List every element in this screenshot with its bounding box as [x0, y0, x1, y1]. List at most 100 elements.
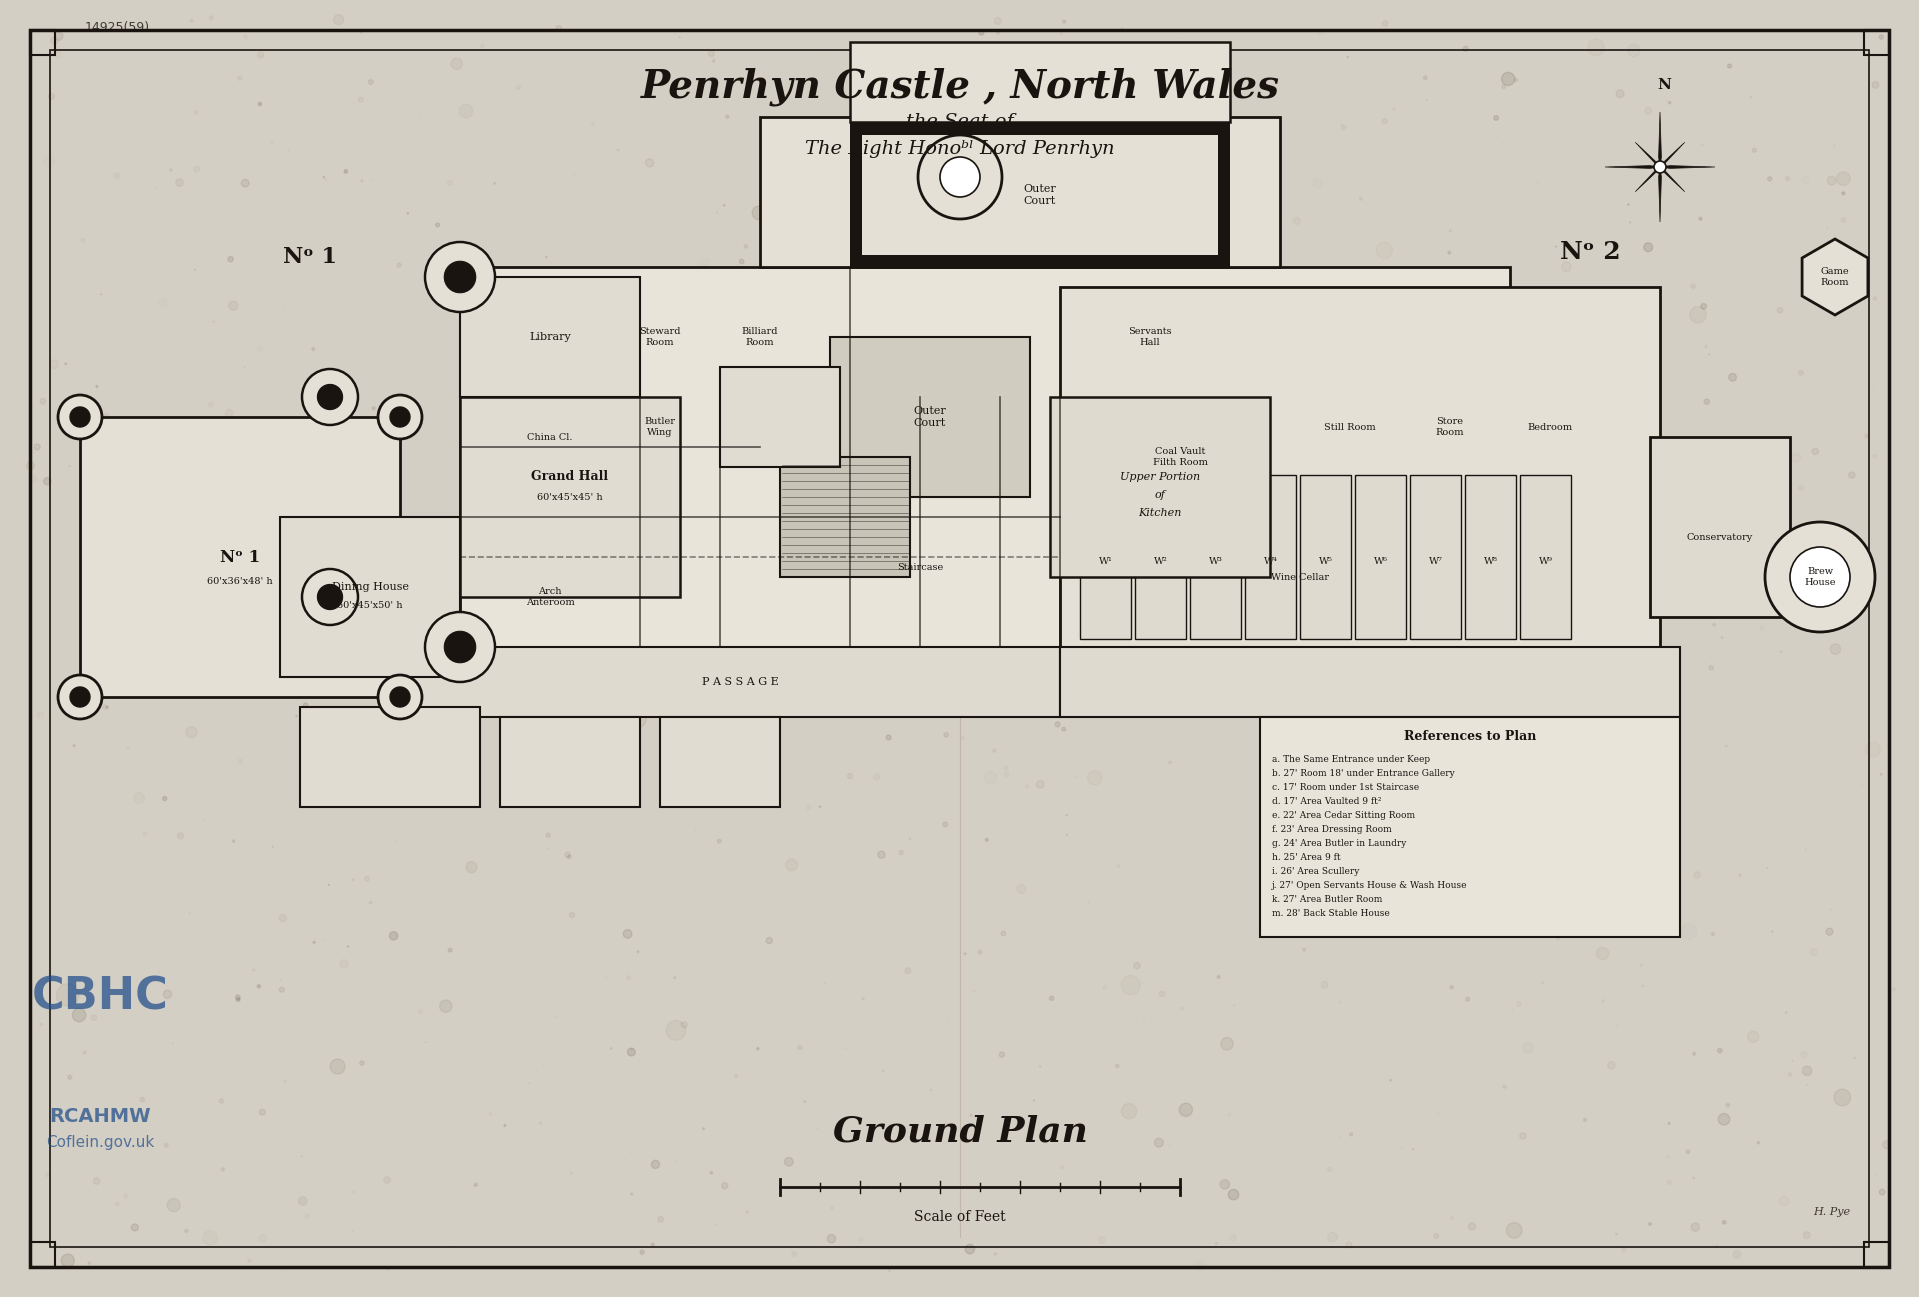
Bar — [1219, 135, 1230, 256]
Circle shape — [466, 861, 478, 873]
Circle shape — [996, 31, 1000, 34]
Circle shape — [1278, 617, 1290, 629]
Circle shape — [1622, 1248, 1625, 1253]
Circle shape — [910, 231, 912, 233]
Circle shape — [530, 704, 532, 707]
Circle shape — [1881, 773, 1883, 776]
Text: W³: W³ — [1209, 556, 1222, 565]
Text: a. The Same Entrance under Keep: a. The Same Entrance under Keep — [1272, 755, 1430, 764]
Circle shape — [104, 564, 106, 567]
Circle shape — [789, 245, 794, 249]
Bar — [81, 418, 399, 696]
Text: Nᵒ 1: Nᵒ 1 — [282, 246, 338, 268]
Bar — [850, 256, 1230, 267]
Text: Billiard
Room: Billiard Room — [743, 327, 779, 346]
Circle shape — [977, 656, 986, 665]
Circle shape — [628, 975, 631, 979]
Circle shape — [1176, 169, 1180, 171]
Circle shape — [1691, 306, 1706, 323]
Bar — [461, 397, 679, 597]
Circle shape — [1704, 399, 1710, 405]
Text: Penrhyn Castle , North Wales: Penrhyn Castle , North Wales — [641, 67, 1280, 106]
Bar — [1050, 397, 1270, 577]
Text: P A S S A G E: P A S S A G E — [702, 677, 779, 687]
Text: h. 25' Area 9 ft: h. 25' Area 9 ft — [1272, 852, 1341, 861]
Circle shape — [177, 179, 184, 187]
Circle shape — [221, 1167, 225, 1171]
Circle shape — [301, 569, 359, 625]
Circle shape — [539, 763, 558, 782]
Circle shape — [445, 632, 476, 663]
Circle shape — [1000, 1052, 1004, 1057]
Bar — [299, 707, 480, 807]
Circle shape — [1382, 21, 1387, 26]
Circle shape — [340, 960, 347, 968]
Circle shape — [979, 951, 983, 955]
Bar — [1245, 475, 1295, 639]
Circle shape — [106, 706, 109, 708]
Bar — [660, 717, 779, 807]
Circle shape — [1055, 722, 1059, 726]
Bar — [461, 278, 641, 397]
Circle shape — [862, 997, 864, 1000]
Text: CBHC: CBHC — [31, 975, 169, 1018]
Circle shape — [984, 838, 988, 842]
Circle shape — [121, 442, 130, 451]
Circle shape — [104, 414, 109, 419]
Circle shape — [1418, 930, 1420, 933]
Circle shape — [1157, 693, 1161, 695]
Circle shape — [1831, 643, 1840, 654]
Circle shape — [303, 703, 307, 707]
Circle shape — [58, 674, 102, 719]
Circle shape — [906, 968, 912, 974]
Circle shape — [722, 305, 725, 307]
Circle shape — [390, 931, 397, 940]
Bar — [1134, 475, 1186, 639]
Circle shape — [474, 244, 476, 246]
Circle shape — [194, 110, 198, 114]
Polygon shape — [1635, 167, 1660, 192]
Circle shape — [418, 1009, 422, 1013]
Circle shape — [1723, 1220, 1725, 1224]
Circle shape — [917, 135, 1002, 219]
Circle shape — [1121, 1104, 1136, 1119]
Circle shape — [979, 30, 984, 35]
Circle shape — [1645, 243, 1652, 252]
Circle shape — [722, 1183, 727, 1189]
Text: Grand Hall: Grand Hall — [532, 471, 608, 484]
Circle shape — [1827, 176, 1836, 185]
Bar — [1059, 647, 1679, 717]
Circle shape — [88, 458, 92, 459]
Circle shape — [1063, 21, 1065, 23]
Circle shape — [478, 678, 480, 681]
Circle shape — [48, 93, 54, 100]
Circle shape — [948, 437, 954, 445]
Text: The Right Honoᵇˡ Lord Penrhyn: The Right Honoᵇˡ Lord Penrhyn — [806, 140, 1115, 158]
Bar — [779, 457, 910, 577]
Circle shape — [228, 257, 234, 262]
Text: Game
Room: Game Room — [1821, 267, 1850, 287]
Bar — [1080, 475, 1130, 639]
Circle shape — [464, 447, 466, 449]
Circle shape — [1387, 450, 1397, 459]
Circle shape — [940, 157, 981, 197]
Circle shape — [1729, 374, 1737, 381]
Text: j. 27' Open Servants House & Wash House: j. 27' Open Servants House & Wash House — [1272, 881, 1468, 890]
Circle shape — [963, 524, 967, 528]
Circle shape — [228, 301, 238, 310]
Circle shape — [1514, 78, 1518, 82]
Circle shape — [73, 1008, 86, 1022]
Circle shape — [614, 591, 626, 602]
Circle shape — [756, 1048, 760, 1051]
Polygon shape — [1660, 143, 1685, 167]
Circle shape — [1493, 115, 1499, 121]
Circle shape — [1739, 874, 1741, 877]
Circle shape — [1785, 176, 1790, 180]
Bar — [850, 135, 862, 256]
Circle shape — [177, 833, 184, 839]
Circle shape — [1220, 1038, 1234, 1051]
Circle shape — [681, 1022, 687, 1029]
Circle shape — [363, 621, 367, 625]
Text: Still Room: Still Room — [1324, 423, 1376, 432]
Circle shape — [61, 1254, 75, 1267]
